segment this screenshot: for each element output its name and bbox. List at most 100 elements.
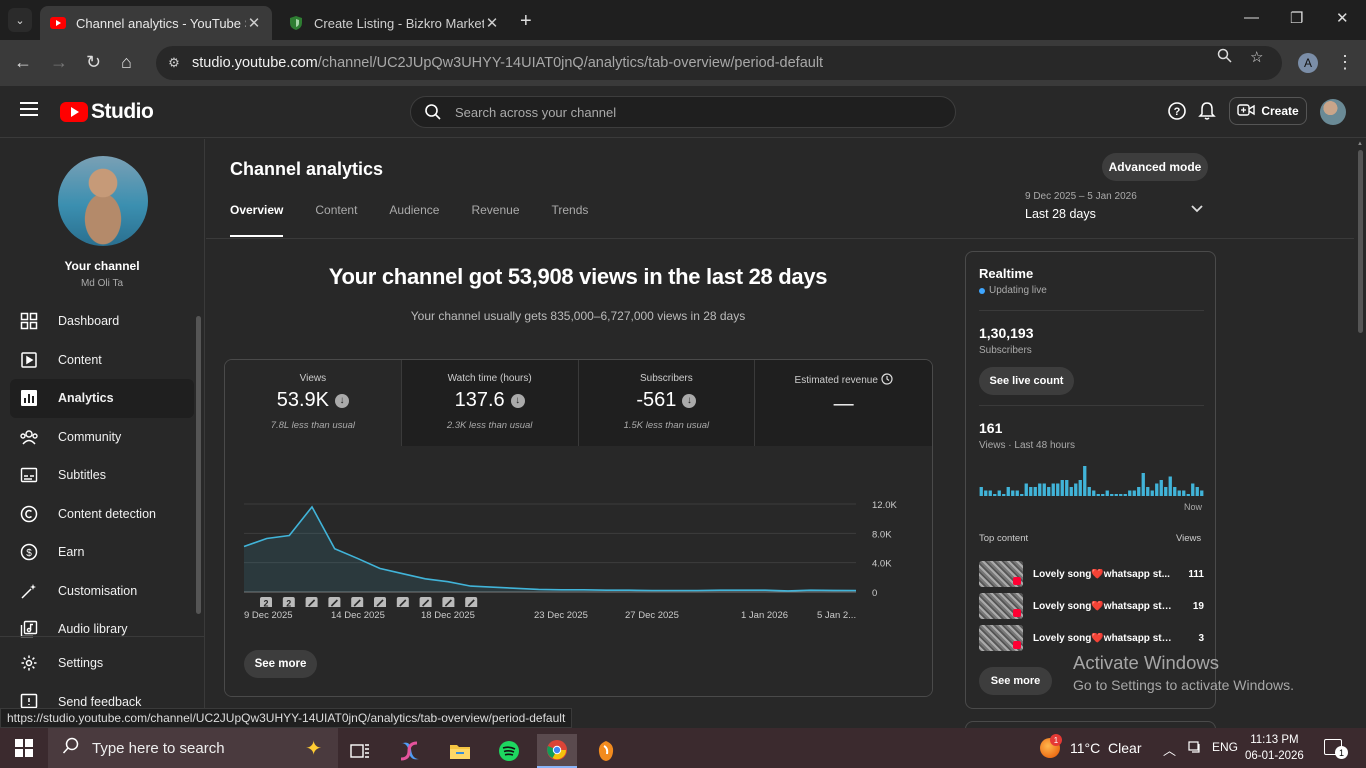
- account-avatar[interactable]: [1320, 99, 1346, 125]
- tab-content[interactable]: Content: [315, 203, 358, 217]
- realtime-bar: [997, 490, 1001, 496]
- scroll-up-icon[interactable]: ▲: [1357, 141, 1363, 147]
- realtime-bar: [1191, 483, 1195, 496]
- create-button[interactable]: Create: [1229, 97, 1307, 125]
- sidebar-item-analytics[interactable]: Analytics: [10, 379, 194, 418]
- subscriber-count: 1,30,193: [979, 325, 1034, 341]
- show-hidden-icons-icon[interactable]: ︿: [1163, 743, 1177, 758]
- spotify-icon[interactable]: [489, 734, 529, 768]
- weather-widget[interactable]: 1 11°C Clear: [1040, 734, 1141, 758]
- close-window-icon[interactable]: ✕: [1336, 10, 1349, 27]
- sidebar-item-audio-library[interactable]: Audio library: [10, 610, 194, 649]
- search-icon: [62, 737, 80, 760]
- display-icon[interactable]: [1188, 740, 1202, 757]
- svg-text:$: $: [26, 548, 32, 559]
- reload-icon[interactable]: ↻: [86, 52, 102, 72]
- metric-tabs: Views 53.9K ↓ 7.8L less than usual Watch …: [225, 360, 932, 446]
- live-dot-icon: [979, 287, 985, 294]
- divider: [979, 405, 1204, 406]
- chrome-icon[interactable]: [537, 734, 577, 768]
- studio-header: Studio ? Create: [0, 86, 1366, 138]
- browser-menu-icon[interactable]: ⋮: [1336, 52, 1354, 72]
- realtime-bar: [1200, 490, 1204, 496]
- sidebar-item-customisation[interactable]: Customisation: [10, 572, 194, 611]
- back-icon[interactable]: ←: [14, 52, 32, 72]
- metric-watch-time[interactable]: Watch time (hours) 137.6 ↓ 2.3K less than…: [401, 360, 579, 446]
- metric-subscribers[interactable]: Subscribers -561 ↓ 1.5K less than usual: [578, 360, 756, 446]
- tab-revenue[interactable]: Revenue: [471, 203, 520, 217]
- browser-tabbar: ⌄ Channel analytics - YouTube Studio ✕ C…: [0, 0, 1366, 40]
- windows-start-icon[interactable]: [15, 739, 33, 757]
- channel-avatar[interactable]: [58, 156, 148, 246]
- see-more-button[interactable]: See more: [244, 650, 317, 678]
- search-input[interactable]: [455, 104, 935, 120]
- notifications-bell-icon[interactable]: [1196, 100, 1218, 122]
- sidebar-item-earn[interactable]: $ Earn: [10, 533, 194, 572]
- marker-badge: [282, 597, 295, 609]
- task-view-icon[interactable]: [340, 734, 380, 768]
- taskbar-search-input[interactable]: [92, 739, 262, 757]
- tab-search-button[interactable]: ⌄: [8, 8, 32, 32]
- chevron-down-icon[interactable]: [1190, 201, 1204, 217]
- tab-title: Channel analytics - YouTube Studio: [76, 15, 246, 31]
- minimize-icon[interactable]: —: [1244, 9, 1259, 26]
- fl-studio-icon[interactable]: [586, 734, 626, 768]
- sidebar-item-content-detection[interactable]: Content detection: [10, 495, 194, 534]
- address-bar[interactable]: ⚙ studio.youtube.com/channel/UC2JUpQw3UH…: [156, 46, 1282, 80]
- realtime-title: Realtime: [979, 266, 1034, 281]
- realtime-bar: [1015, 490, 1019, 496]
- copilot-sparkle-icon[interactable]: ✦: [305, 738, 322, 760]
- tab-youtube-studio[interactable]: Channel analytics - YouTube Studio ✕: [40, 6, 272, 40]
- metric-views[interactable]: Views 53.9K ↓ 7.8L less than usual: [225, 360, 402, 446]
- realtime-bar: [1119, 494, 1123, 496]
- sidebar-scrollbar[interactable]: [196, 316, 201, 614]
- top-content-row[interactable]: Lovely song❤️whatsapp statu... 3: [979, 624, 1204, 652]
- gear-icon: [19, 653, 39, 673]
- studio-logo[interactable]: Studio: [60, 100, 154, 124]
- forward-icon[interactable]: →: [50, 52, 68, 72]
- channel-search[interactable]: [410, 96, 956, 128]
- metric-estimated-revenue[interactable]: Estimated revenue —: [755, 360, 932, 446]
- realtime-bar: [1033, 487, 1037, 496]
- profile-avatar[interactable]: A: [1298, 53, 1318, 73]
- tab-bizkro-market[interactable]: Create Listing - Bizkro Market ✕: [278, 6, 510, 40]
- clock[interactable]: 11:13 PM 06-01-2026: [1245, 734, 1304, 762]
- x-tick-label: 1 Jan 2026: [741, 610, 789, 621]
- site-info-icon[interactable]: ⚙: [168, 55, 180, 70]
- tab-overview[interactable]: Overview: [230, 203, 284, 237]
- top-content-row[interactable]: Lovely song❤️whatsapp st... 111: [979, 560, 1204, 588]
- date-range-picker[interactable]: 9 Dec 2025 – 5 Jan 2026 Last 28 days: [1025, 191, 1137, 221]
- home-icon[interactable]: ⌂: [121, 52, 132, 72]
- new-tab-icon[interactable]: +: [520, 10, 532, 32]
- see-live-count-button[interactable]: See live count: [979, 367, 1074, 395]
- sidebar-item-send-feedback[interactable]: Send feedback: [10, 683, 194, 722]
- restore-icon[interactable]: ❐: [1290, 10, 1304, 27]
- upload-marker-glyph: [467, 599, 475, 607]
- realtime-bar: [1083, 466, 1087, 496]
- top-content-row[interactable]: Lovely song❤️whatsapp stat... 19: [979, 592, 1204, 620]
- help-icon[interactable]: ?: [1166, 100, 1188, 122]
- file-explorer-icon[interactable]: [440, 734, 480, 768]
- tab-trends[interactable]: Trends: [551, 203, 589, 217]
- main-scrollbar[interactable]: [1358, 150, 1363, 333]
- page-title: Channel analytics: [230, 159, 384, 179]
- realtime-see-more-button[interactable]: See more: [979, 667, 1052, 695]
- url-host: studio.youtube.com: [192, 55, 318, 71]
- channel-name: Md Oli Ta: [80, 278, 124, 289]
- feedback-icon: [19, 692, 39, 712]
- menu-icon[interactable]: [20, 102, 38, 116]
- language-indicator[interactable]: ENG: [1212, 740, 1239, 754]
- tab-audience[interactable]: Audience: [389, 203, 440, 217]
- sidebar-item-settings[interactable]: Settings: [10, 644, 194, 683]
- sidebar-item-community[interactable]: Community: [10, 418, 194, 457]
- copilot-icon[interactable]: [390, 734, 430, 768]
- sidebar-item-subtitles[interactable]: Subtitles: [10, 456, 194, 495]
- sidebar-item-dashboard[interactable]: Dashboard: [10, 302, 194, 341]
- taskbar-search[interactable]: ✦: [48, 728, 338, 768]
- close-tab-icon[interactable]: ✕: [247, 15, 261, 32]
- advanced-mode-button[interactable]: Advanced mode: [1102, 153, 1208, 181]
- bookmark-star-icon[interactable]: ☆: [1250, 49, 1264, 66]
- close-tab-icon[interactable]: ✕: [485, 15, 499, 32]
- sidebar-item-content[interactable]: Content: [10, 341, 194, 380]
- zoom-icon[interactable]: [1217, 48, 1232, 67]
